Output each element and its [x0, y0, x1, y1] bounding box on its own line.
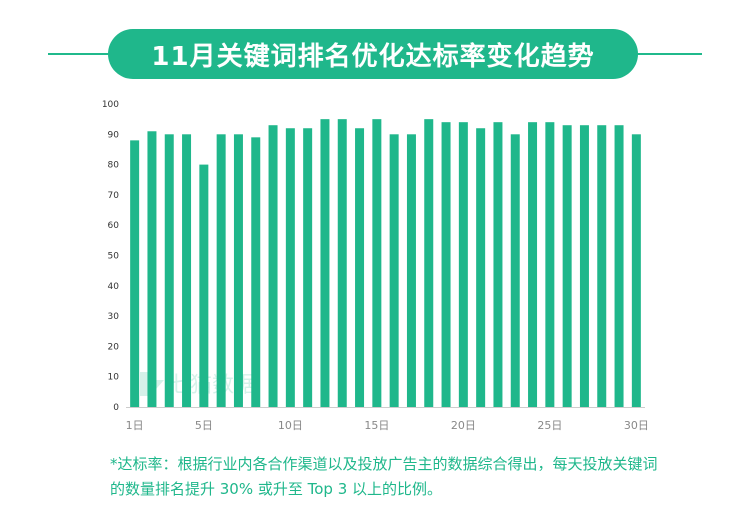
- x-tick-label: 15日: [364, 419, 389, 432]
- x-tick-label: 20日: [451, 419, 476, 432]
- y-tick-label: 0: [113, 403, 119, 413]
- title-rule-right: [622, 53, 702, 55]
- y-axis: 0 10 20 30 40 50 60 70 80 90 100: [102, 100, 119, 413]
- y-tick-label: 30: [108, 312, 120, 322]
- x-axis: 1日 5日 10日 15日 20日 25日 30日: [126, 419, 649, 432]
- bar: [147, 131, 157, 407]
- y-tick-label: 10: [108, 373, 120, 383]
- bar: [441, 122, 451, 408]
- y-tick-label: 20: [108, 342, 120, 352]
- bar: [631, 134, 641, 408]
- bar: [251, 137, 261, 407]
- x-tick-label: 1日: [126, 419, 144, 432]
- x-tick-label: 10日: [278, 419, 303, 432]
- bar: [510, 134, 520, 408]
- bar: [406, 134, 416, 408]
- bar: [614, 125, 624, 408]
- bar: [216, 134, 226, 408]
- y-tick-label: 80: [108, 161, 120, 171]
- x-tick-label: 5日: [195, 419, 213, 432]
- y-tick-label: 70: [108, 191, 120, 201]
- footnote: *达标率：根据行业内各合作渠道以及投放广告主的数据综合得出，每天投放关键词的数量…: [110, 455, 658, 498]
- y-tick-label: 60: [108, 221, 120, 231]
- bar: [268, 125, 278, 408]
- bar: [372, 119, 382, 408]
- bar: [458, 122, 468, 408]
- bar: [320, 119, 330, 408]
- bar: [199, 164, 209, 407]
- bar: [493, 122, 503, 408]
- bar: [164, 134, 174, 408]
- bar: [545, 122, 555, 408]
- bar: [182, 134, 192, 408]
- bar: [337, 119, 347, 408]
- bar: [476, 128, 486, 408]
- x-tick-label: 25日: [537, 419, 562, 432]
- y-tick-label: 90: [108, 130, 120, 140]
- y-tick-label: 100: [102, 100, 119, 110]
- y-tick-label: 50: [108, 252, 120, 262]
- chart-title: 11月关键词排名优化达标率变化趋势: [108, 29, 638, 79]
- title-rule-left: [48, 53, 128, 55]
- bar: [562, 125, 572, 408]
- bar: [528, 122, 538, 408]
- bar-series: [130, 119, 641, 408]
- bar: [233, 134, 243, 408]
- bar: [424, 119, 434, 408]
- bar: [130, 140, 140, 408]
- bar: [579, 125, 589, 408]
- bar: [285, 128, 295, 408]
- bar: [303, 128, 313, 408]
- bar: [389, 134, 399, 408]
- x-tick-label: 30日: [624, 419, 649, 432]
- bar: [597, 125, 607, 408]
- y-tick-label: 40: [108, 282, 120, 292]
- bar: [355, 128, 365, 408]
